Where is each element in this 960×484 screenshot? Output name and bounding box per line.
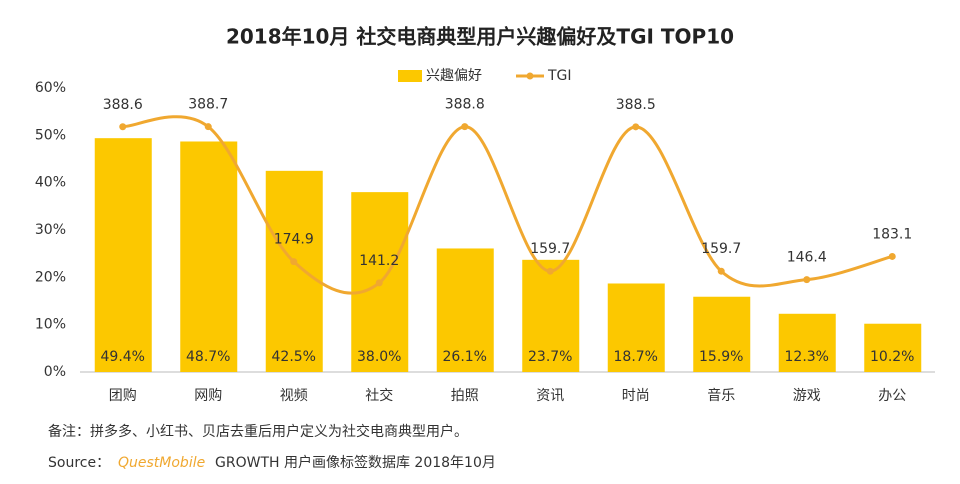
tgi-point	[204, 123, 212, 131]
tgi-value-label: 388.6	[103, 97, 143, 113]
source-label: Source：	[48, 455, 110, 471]
tgi-value-label: 159.7	[530, 241, 570, 257]
bar-value-label: 23.7%	[528, 349, 572, 365]
tgi-value-label: 146.4	[787, 250, 827, 266]
y-tick-label: 0%	[44, 364, 66, 380]
tgi-value-label: 388.8	[445, 97, 485, 113]
y-tick-label: 30%	[35, 222, 66, 238]
bar	[522, 259, 580, 372]
bar	[607, 283, 665, 372]
tgi-value-label: 183.1	[872, 226, 912, 242]
y-tick-label: 10%	[35, 317, 66, 333]
bar	[778, 313, 836, 372]
tgi-point	[717, 267, 725, 275]
bar	[693, 296, 751, 372]
tgi-line	[122, 115, 893, 295]
x-tick-label: 拍照	[451, 388, 479, 404]
bar-value-label: 49.4%	[101, 349, 145, 365]
x-tick-label: 团购	[109, 388, 137, 404]
y-tick-label: 60%	[35, 80, 66, 96]
legend-label: 兴趣偏好	[426, 68, 482, 84]
bar	[94, 138, 152, 372]
x-tick-label: 办公	[878, 388, 906, 404]
tgi-value-label: 388.5	[616, 97, 656, 113]
tgi-point	[546, 267, 554, 275]
tgi-point	[632, 123, 640, 131]
x-tick-label: 资讯	[536, 388, 564, 404]
tgi-value-label: 388.7	[188, 97, 228, 113]
tgi-value-label: 174.9	[274, 232, 314, 248]
x-tick-label: 音乐	[707, 387, 735, 404]
source-brand: QuestMobile	[118, 455, 205, 471]
bar-value-label: 15.9%	[699, 349, 743, 365]
source-text: GROWTH 用户画像标签数据库 2018年10月	[215, 454, 496, 471]
tgi-point	[461, 123, 469, 131]
legend-swatch	[526, 72, 534, 80]
tgi-value-label: 159.7	[701, 241, 741, 257]
bar-value-label: 18.7%	[614, 349, 658, 365]
x-tick-label: 社交	[365, 387, 393, 404]
bar-value-label: 38.0%	[357, 349, 401, 365]
x-tick-label: 时尚	[622, 388, 650, 404]
tgi-point	[119, 123, 127, 131]
bar-value-label: 12.3%	[785, 349, 829, 365]
legend-swatch	[398, 70, 422, 82]
note: 备注：拼多多、小红书、贝店去重后用户定义为社交电商典型用户。	[48, 423, 468, 440]
tgi-point	[290, 258, 298, 266]
y-tick-label: 40%	[35, 175, 66, 191]
bar	[436, 248, 494, 372]
legend-label: TGI	[547, 68, 572, 84]
bar	[180, 141, 238, 372]
chart-title: 2018年10月 社交电商典型用户兴趣偏好及TGI TOP10	[226, 25, 734, 49]
bar-value-label: 42.5%	[272, 349, 316, 365]
y-tick-label: 50%	[35, 127, 66, 143]
tgi-point	[888, 252, 896, 260]
tgi-point	[375, 279, 383, 287]
bar-value-label: 48.7%	[186, 349, 230, 365]
bar-value-label: 10.2%	[870, 349, 914, 365]
tgi-value-label: 141.2	[359, 253, 399, 269]
bar	[265, 170, 323, 372]
bar	[864, 323, 922, 372]
x-tick-label: 游戏	[793, 388, 821, 404]
y-tick-label: 20%	[35, 269, 66, 285]
x-tick-label: 网购	[194, 388, 222, 404]
bar-value-label: 26.1%	[443, 349, 487, 365]
x-tick-label: 视频	[280, 388, 308, 404]
tgi-point	[803, 276, 811, 284]
